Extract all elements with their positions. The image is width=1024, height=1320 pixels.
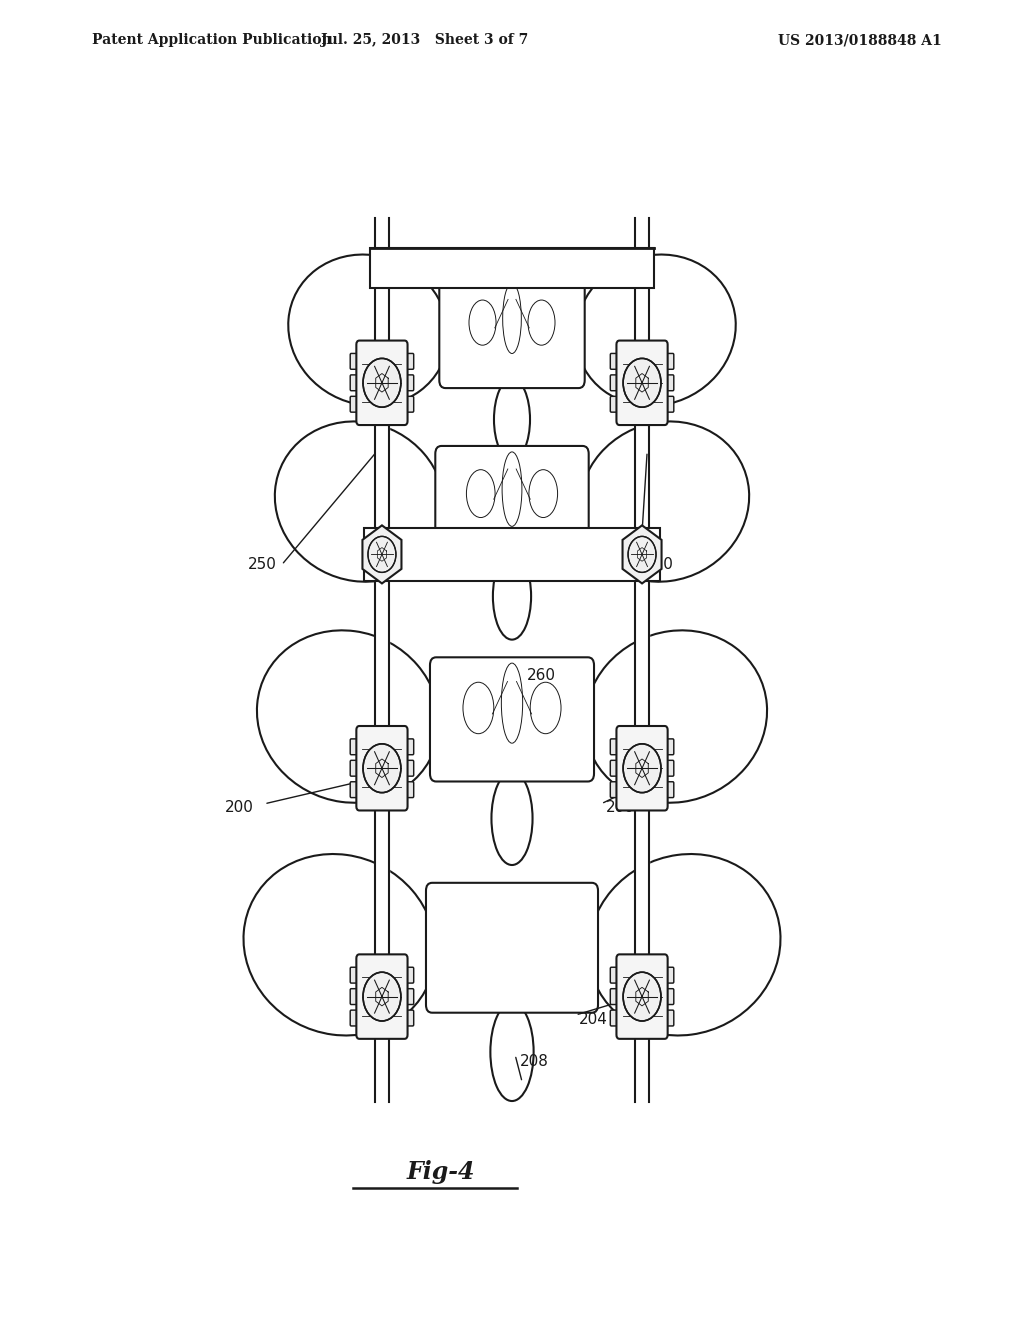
Ellipse shape	[530, 682, 561, 734]
Circle shape	[364, 973, 400, 1020]
Text: Fig-4: Fig-4	[407, 1160, 474, 1184]
FancyBboxPatch shape	[350, 989, 361, 1005]
Ellipse shape	[244, 854, 435, 1035]
Ellipse shape	[469, 300, 496, 345]
Ellipse shape	[502, 451, 522, 527]
FancyBboxPatch shape	[356, 341, 408, 425]
Ellipse shape	[289, 255, 449, 405]
Text: 200: 200	[225, 800, 254, 816]
FancyBboxPatch shape	[610, 396, 622, 412]
Text: 250: 250	[645, 557, 674, 573]
Polygon shape	[362, 525, 401, 583]
Ellipse shape	[492, 772, 532, 865]
FancyBboxPatch shape	[616, 341, 668, 425]
Text: 208: 208	[520, 1053, 549, 1069]
FancyBboxPatch shape	[402, 760, 414, 776]
FancyBboxPatch shape	[402, 968, 414, 983]
Ellipse shape	[580, 421, 750, 582]
FancyBboxPatch shape	[402, 989, 414, 1005]
Ellipse shape	[529, 470, 558, 517]
FancyBboxPatch shape	[426, 883, 598, 1012]
FancyBboxPatch shape	[663, 354, 674, 370]
Circle shape	[624, 744, 660, 792]
FancyBboxPatch shape	[663, 968, 674, 983]
Ellipse shape	[466, 470, 495, 517]
Circle shape	[624, 973, 660, 1020]
Ellipse shape	[257, 631, 439, 803]
Ellipse shape	[575, 255, 735, 405]
FancyBboxPatch shape	[663, 739, 674, 755]
Polygon shape	[623, 525, 662, 583]
FancyBboxPatch shape	[610, 989, 622, 1005]
FancyBboxPatch shape	[370, 248, 654, 288]
FancyBboxPatch shape	[402, 1010, 414, 1026]
Circle shape	[628, 536, 656, 573]
Ellipse shape	[589, 854, 780, 1035]
Text: US 2013/0188848 A1: US 2013/0188848 A1	[778, 33, 942, 48]
FancyBboxPatch shape	[663, 396, 674, 412]
FancyBboxPatch shape	[402, 375, 414, 391]
FancyBboxPatch shape	[610, 968, 622, 983]
FancyBboxPatch shape	[402, 781, 414, 797]
Text: 200: 200	[606, 800, 635, 816]
FancyBboxPatch shape	[402, 396, 414, 412]
FancyBboxPatch shape	[616, 954, 668, 1039]
FancyBboxPatch shape	[350, 739, 361, 755]
Text: 260: 260	[527, 668, 556, 684]
FancyBboxPatch shape	[350, 781, 361, 797]
FancyBboxPatch shape	[350, 1010, 361, 1026]
Text: 204: 204	[579, 1011, 607, 1027]
FancyBboxPatch shape	[663, 375, 674, 391]
Circle shape	[368, 536, 396, 573]
Ellipse shape	[528, 300, 555, 345]
FancyBboxPatch shape	[350, 396, 361, 412]
Ellipse shape	[585, 631, 767, 803]
Ellipse shape	[493, 553, 531, 640]
FancyBboxPatch shape	[663, 989, 674, 1005]
FancyBboxPatch shape	[350, 760, 361, 776]
FancyBboxPatch shape	[402, 739, 414, 755]
Ellipse shape	[494, 379, 530, 461]
FancyBboxPatch shape	[430, 657, 594, 781]
FancyBboxPatch shape	[356, 726, 408, 810]
Circle shape	[364, 359, 400, 407]
Circle shape	[624, 359, 660, 407]
FancyBboxPatch shape	[435, 446, 589, 562]
Ellipse shape	[274, 421, 444, 582]
FancyBboxPatch shape	[663, 1010, 674, 1026]
FancyBboxPatch shape	[350, 354, 361, 370]
Ellipse shape	[463, 682, 494, 734]
FancyBboxPatch shape	[663, 760, 674, 776]
Text: Jul. 25, 2013   Sheet 3 of 7: Jul. 25, 2013 Sheet 3 of 7	[322, 33, 528, 48]
Text: Patent Application Publication: Patent Application Publication	[92, 33, 332, 48]
FancyBboxPatch shape	[610, 1010, 622, 1026]
FancyBboxPatch shape	[610, 781, 622, 797]
Text: 250: 250	[248, 557, 276, 573]
FancyBboxPatch shape	[610, 375, 622, 391]
Ellipse shape	[490, 1003, 534, 1101]
FancyBboxPatch shape	[610, 760, 622, 776]
FancyBboxPatch shape	[610, 354, 622, 370]
FancyBboxPatch shape	[350, 968, 361, 983]
Ellipse shape	[503, 284, 521, 354]
FancyBboxPatch shape	[356, 954, 408, 1039]
Circle shape	[364, 744, 400, 792]
FancyBboxPatch shape	[402, 354, 414, 370]
FancyBboxPatch shape	[350, 375, 361, 391]
Ellipse shape	[502, 663, 522, 743]
FancyBboxPatch shape	[616, 726, 668, 810]
FancyBboxPatch shape	[610, 739, 622, 755]
FancyBboxPatch shape	[364, 528, 660, 581]
FancyBboxPatch shape	[663, 781, 674, 797]
FancyBboxPatch shape	[439, 277, 585, 388]
